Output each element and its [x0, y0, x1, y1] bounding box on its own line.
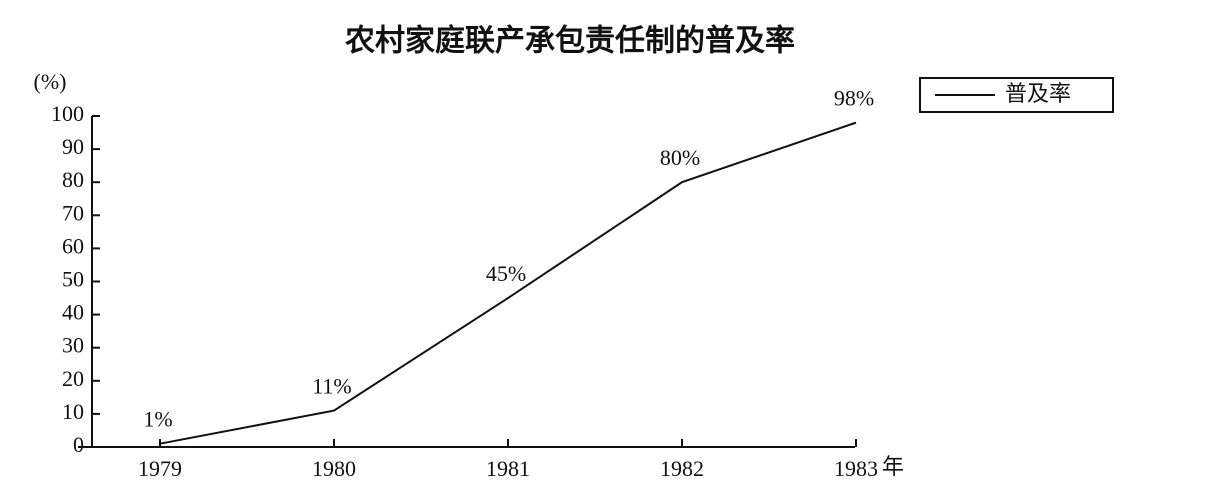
y-tick-label: 70: [62, 200, 84, 225]
y-tick-label: 0: [73, 432, 84, 457]
x-axis-unit: 年: [882, 454, 904, 479]
x-tick-label: 1979: [138, 456, 182, 481]
legend-box: [919, 77, 1114, 113]
y-tick-label: 100: [51, 101, 84, 126]
y-tick-label: 50: [62, 267, 84, 292]
data-label: 1%: [143, 407, 172, 432]
chart-title: 农村家庭联产承包责任制的普及率: [344, 24, 795, 59]
y-tick-label: 20: [62, 366, 84, 391]
y-tick-label: 90: [62, 134, 84, 159]
y-tick-label: 60: [62, 233, 84, 258]
x-tick-label: 1981: [486, 456, 530, 481]
data-label: 11%: [312, 374, 352, 399]
x-tick-label: 1982: [660, 456, 704, 481]
y-tick-label: 80: [62, 167, 84, 192]
x-tick-label: 1980: [312, 456, 356, 481]
x-tick-label: 1983: [834, 456, 878, 481]
data-label: 80%: [660, 145, 700, 170]
line-series: [159, 121, 857, 445]
y-axis-label: (%): [34, 69, 67, 94]
y-tick-label: 40: [62, 300, 84, 325]
y-tick-label: 30: [62, 333, 84, 358]
data-label: 98%: [834, 86, 874, 111]
legend-label: 普及率: [1005, 81, 1071, 106]
data-label: 45%: [486, 261, 526, 286]
y-tick-label: 10: [62, 399, 84, 424]
